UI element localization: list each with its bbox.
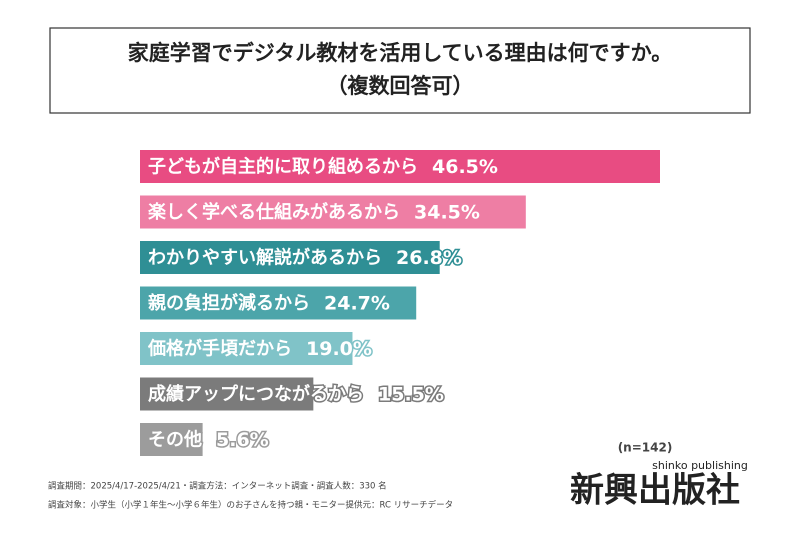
sample-note: (n=142) — [618, 441, 673, 455]
value-label: 34.5% — [414, 202, 480, 224]
value-label: 15.5% — [378, 384, 444, 406]
chart-title: 家庭学習でデジタル教材を活用している理由は何ですか。 — [128, 41, 673, 65]
category-label: 楽しく学べる仕組みがあるから — [148, 201, 400, 223]
value-label: 46.5% — [432, 156, 498, 178]
footnote: 調査対象：小学生（小学１年生～小学６年生）のお子さんを持つ親・モニター提供元：R… — [48, 500, 453, 511]
footnote: 調査期間：2025/4/17-2025/4/21・調査方法：インターネット調査・… — [48, 481, 387, 492]
bar — [140, 150, 660, 183]
value-label: 5.6% — [216, 429, 269, 451]
category-label: その他 — [148, 429, 202, 451]
category-label: 成績アップにつながるから — [148, 383, 364, 405]
bar — [140, 332, 353, 365]
category-label: 子どもが自主的に取り組めるから — [148, 156, 418, 178]
value-label: 19.0% — [306, 338, 372, 360]
value-label: 24.7% — [324, 293, 390, 315]
category-label: 価格が手頃だから — [147, 338, 292, 360]
bar — [140, 286, 417, 320]
chart-subtitle: （複数回答可） — [327, 74, 474, 98]
logo: 新興出版社 — [570, 471, 740, 511]
bar — [140, 423, 203, 456]
value-label: 26.8% — [396, 247, 462, 269]
bar — [140, 195, 526, 229]
bar — [140, 377, 314, 411]
title-box — [49, 27, 751, 114]
bar — [140, 241, 440, 274]
category-label: 親の負担が減るから — [148, 292, 310, 314]
category-label: わかりやすい解説があるから — [148, 247, 382, 269]
logo-sub: shinko publishing — [652, 459, 748, 472]
